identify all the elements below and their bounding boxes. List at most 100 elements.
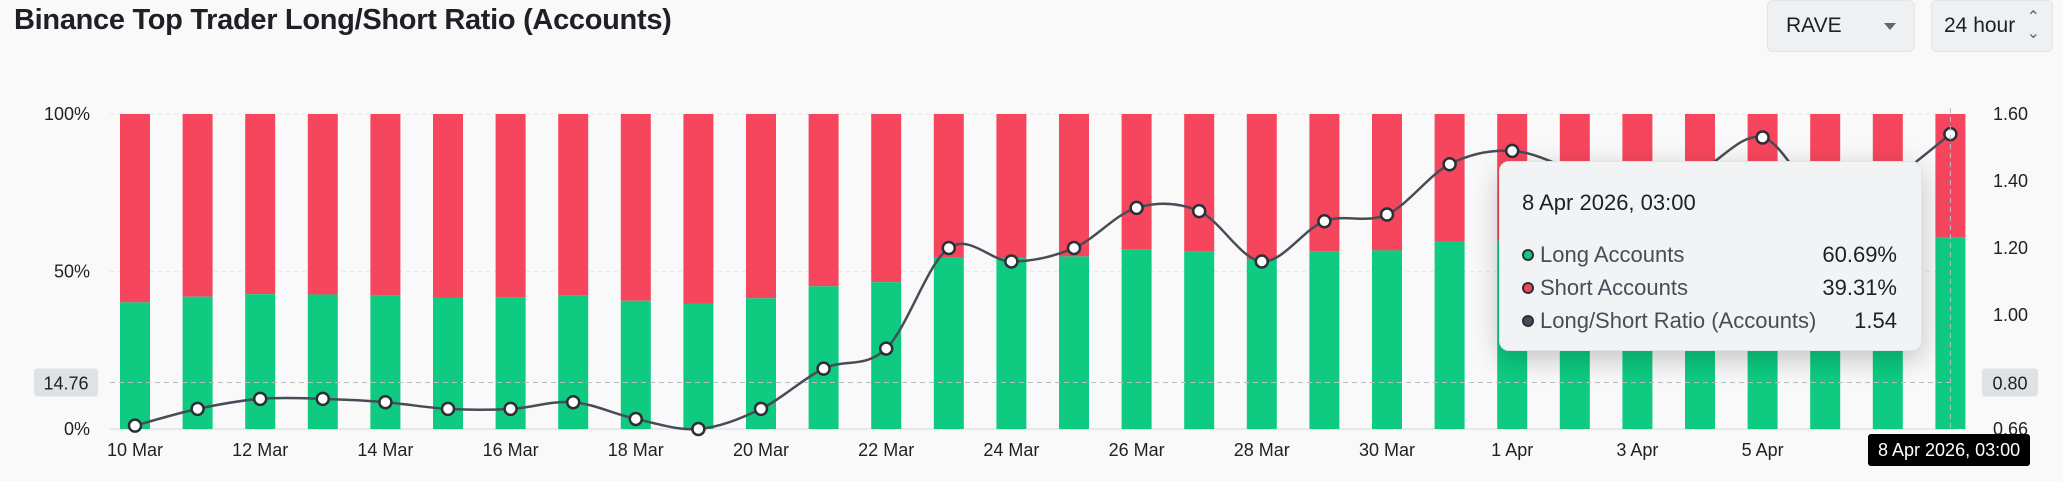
- short-bar: [1059, 114, 1089, 257]
- ratio-point: [252, 391, 268, 407]
- short-bar: [933, 114, 964, 258]
- interval-select-value: 24 hour: [1944, 14, 2016, 37]
- short-bar: [746, 114, 776, 299]
- ratio-point: [1254, 254, 1270, 269]
- tooltip-label: Long/Short Ratio (Accounts): [1540, 307, 1817, 333]
- page-title: Binance Top Trader Long/Short Ratio (Acc…: [14, 4, 672, 36]
- ratio-point: [1004, 254, 1019, 269]
- x-tick-label: 28 Mar: [1234, 440, 1290, 460]
- short-bar: [495, 114, 526, 298]
- ratio-point: [1379, 207, 1395, 222]
- long-bar: [808, 286, 839, 429]
- up-down-chevron-icon: ⌃ ⌄: [2026, 9, 2040, 42]
- ratio-point: [691, 421, 706, 437]
- y-right-tick-label: 1.40: [1993, 171, 2028, 191]
- symbol-select[interactable]: RAVE: [1767, 0, 1915, 52]
- ratio-point: [941, 240, 957, 256]
- short-bar: [1121, 114, 1152, 250]
- short-bar: [1434, 114, 1465, 242]
- long-bar: [245, 294, 276, 429]
- tooltip-row-ratio: Long/Short Ratio (Accounts) 1.54: [1522, 304, 1897, 337]
- tooltip-label: Long Accounts: [1540, 241, 1685, 267]
- short-bar: [1309, 114, 1340, 252]
- x-tick-label: 10 Mar: [107, 440, 163, 460]
- x-tick-label: 22 Mar: [858, 440, 914, 460]
- ratio-point: [315, 391, 331, 407]
- symbol-select-value: RAVE: [1786, 14, 1842, 37]
- short-bar: [182, 114, 213, 297]
- crosshair-right-label: 0.80: [1992, 374, 2027, 394]
- x-tick-label: 30 Mar: [1359, 440, 1415, 460]
- crosshair-left-badge: [34, 368, 98, 397]
- tooltip-value: 39.31%: [1822, 274, 1897, 300]
- long-bar: [996, 257, 1027, 429]
- interval-select[interactable]: 24 hour ⌃ ⌄: [1931, 0, 2053, 52]
- tooltip-row-short: Short Accounts 39.31%: [1522, 271, 1897, 304]
- short-bar: [307, 114, 338, 295]
- short-bar: [245, 114, 276, 295]
- ratio-point: [1755, 130, 1770, 145]
- long-bar: [1309, 251, 1340, 429]
- long-bar: [1434, 241, 1465, 429]
- ratio-point: [440, 401, 456, 417]
- short-bar: [120, 114, 150, 303]
- short-bar: [996, 114, 1027, 258]
- ratio-point: [1191, 203, 1207, 219]
- ratio-point: [753, 401, 769, 417]
- ratio-point: [565, 394, 581, 410]
- ratio-point: [378, 394, 393, 410]
- y-left-tick-label: 100%: [44, 104, 90, 124]
- crosshair-right-badge: [1982, 368, 2038, 397]
- long-bar: [307, 294, 338, 429]
- ratio-point: [1442, 157, 1457, 172]
- long-bar: [683, 303, 714, 429]
- tooltip-row-long: Long Accounts 60.69%: [1522, 238, 1897, 271]
- y-right-tick-label: 1.60: [1993, 104, 2028, 124]
- short-bar: [1372, 114, 1402, 251]
- x-tick-label: 26 Mar: [1109, 440, 1165, 460]
- ratio-point: [816, 361, 831, 376]
- ratio-point: [1317, 213, 1332, 229]
- ratio-point: [628, 411, 644, 427]
- x-tick-label: 3 Apr: [1616, 440, 1658, 460]
- short-bar: [620, 114, 651, 301]
- ratio-point: [1504, 143, 1520, 159]
- ratio-point: [503, 401, 518, 417]
- short-dot-icon: [1522, 281, 1534, 294]
- ratio-point: [190, 401, 205, 417]
- ratio-dot-icon: [1522, 314, 1534, 327]
- x-tick-label: 5 Apr: [1742, 440, 1784, 460]
- long-bar: [1184, 251, 1215, 429]
- short-bar: [433, 114, 463, 298]
- short-bar: [871, 114, 902, 283]
- chart-tooltip: 8 Apr 2026, 03:00 Long Accounts 60.69% S…: [1499, 161, 1922, 351]
- short-bar: [683, 114, 714, 304]
- short-bar: [558, 114, 589, 296]
- long-bar: [1059, 256, 1089, 429]
- long-bar: [1372, 250, 1402, 429]
- ratio-point: [878, 341, 894, 356]
- tooltip-label: Short Accounts: [1540, 274, 1688, 300]
- short-bar: [370, 114, 401, 296]
- x-tick-label: 24 Mar: [983, 440, 1039, 460]
- long-bar: [1246, 259, 1277, 429]
- ratio-point: [1066, 240, 1082, 256]
- long-bar: [120, 302, 150, 429]
- x-tick-label: 14 Mar: [357, 440, 413, 460]
- x-tick-label: 20 Mar: [733, 440, 789, 460]
- y-left-tick-label: 0%: [64, 419, 90, 439]
- long-dot-icon: [1522, 248, 1534, 261]
- y-right-tick-label: 1.00: [1993, 305, 2028, 325]
- x-tick-label: 12 Mar: [232, 440, 288, 460]
- x-tick-label: 16 Mar: [483, 440, 539, 460]
- long-bar: [933, 257, 964, 429]
- y-left-tick-label: 50%: [54, 262, 90, 282]
- x-tick-label: 1 Apr: [1491, 440, 1533, 460]
- ratio-point: [1129, 200, 1144, 216]
- short-bar: [1246, 114, 1277, 260]
- ratio-point: [127, 418, 143, 433]
- short-bar: [808, 114, 839, 287]
- tooltip-value: 60.69%: [1822, 241, 1897, 267]
- tooltip-date: 8 Apr 2026, 03:00: [1522, 190, 1696, 215]
- crosshair-x-label: 8 Apr 2026, 03:00: [1868, 434, 2031, 466]
